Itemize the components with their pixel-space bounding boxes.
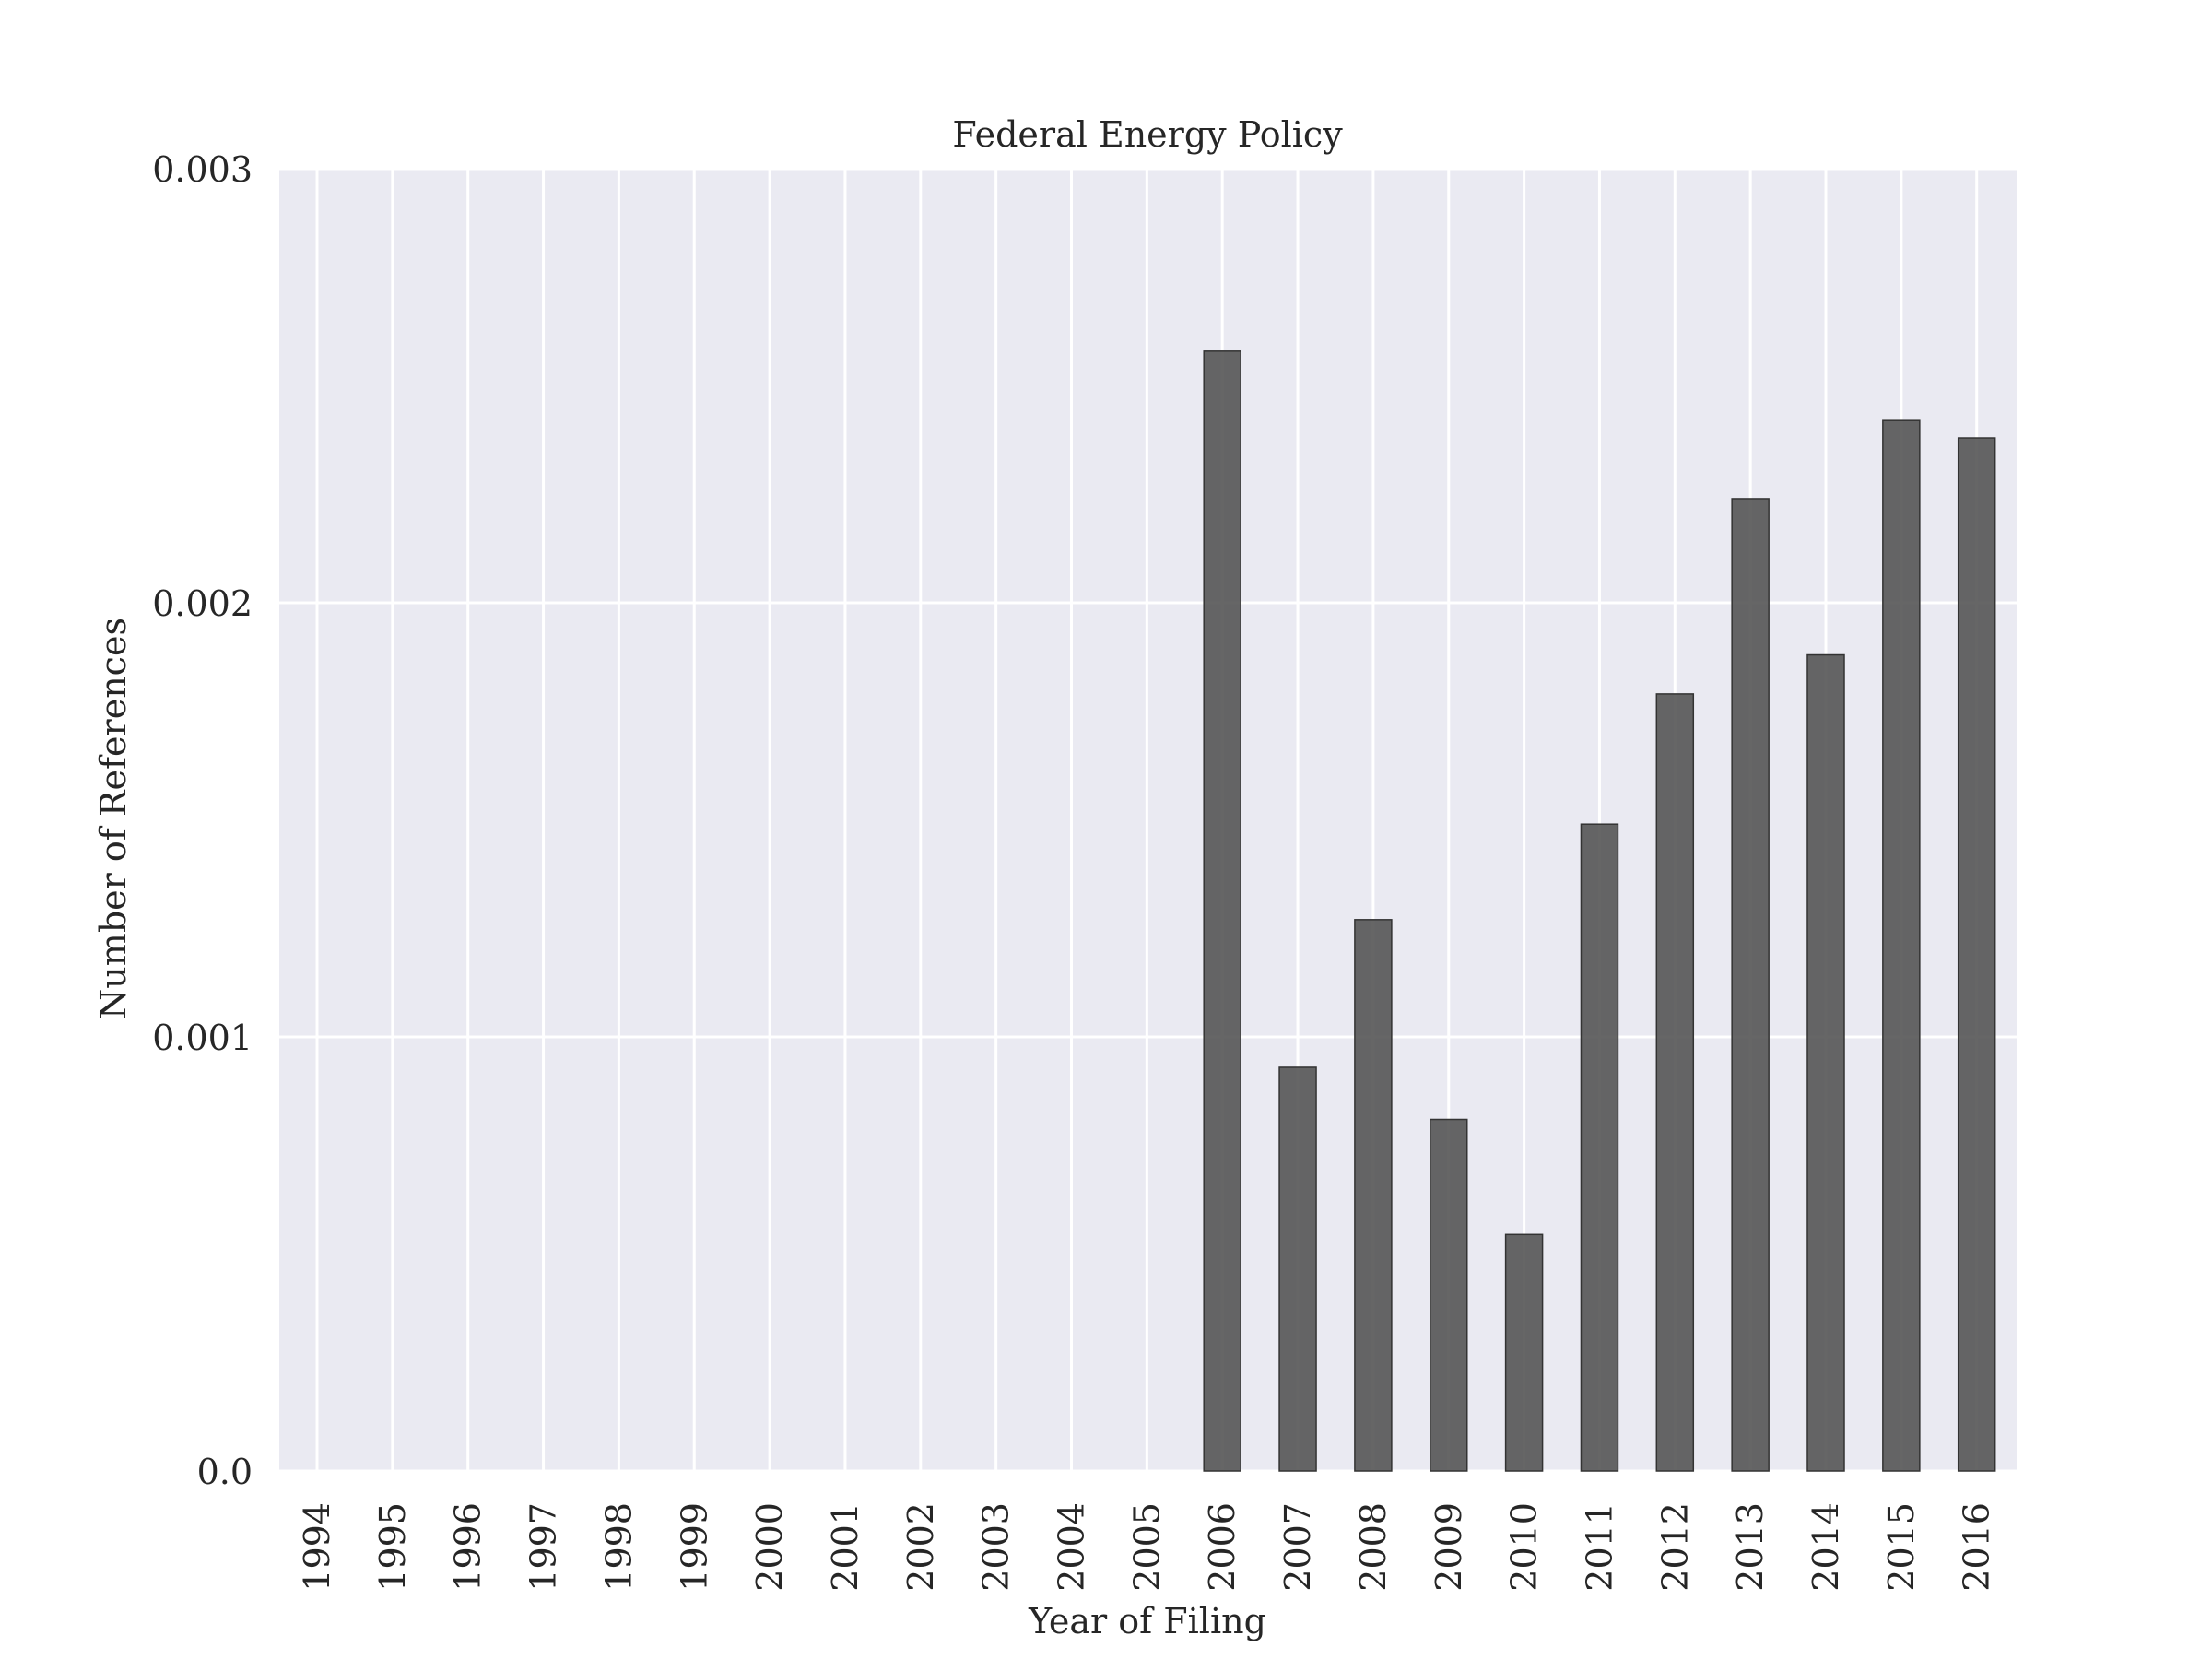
x-axis-label: Year of Filing xyxy=(1028,1601,1266,1641)
y-tick-label: 0.0 xyxy=(197,1452,253,1492)
bar-2016 xyxy=(1957,437,1996,1472)
x-tick-label: 2004 xyxy=(1052,1502,1092,1592)
bars xyxy=(1203,350,1996,1472)
x-tick-label: 2006 xyxy=(1202,1502,1242,1592)
x-tick-label: 2000 xyxy=(749,1502,790,1592)
bar-2014 xyxy=(1806,653,1845,1472)
bar-2013 xyxy=(1731,498,1770,1472)
bar-2008 xyxy=(1354,919,1393,1472)
x-tick-label: 1998 xyxy=(598,1502,639,1592)
x-tick-label: 2001 xyxy=(825,1502,865,1592)
y-axis-label: Number of References xyxy=(93,618,134,1019)
x-tick-label: 1997 xyxy=(524,1502,564,1592)
x-tick-label: 2002 xyxy=(900,1502,941,1592)
x-tick-label: 2009 xyxy=(1429,1502,1469,1592)
x-tick-label: 2016 xyxy=(1957,1502,1997,1592)
bar-2011 xyxy=(1580,823,1619,1472)
x-tick-label: 1995 xyxy=(372,1502,413,1592)
x-tick-label: 2005 xyxy=(1126,1502,1167,1592)
x-tick-label: 1996 xyxy=(448,1502,488,1592)
x-tick-label: 2003 xyxy=(976,1502,1017,1592)
x-tick-label: 2007 xyxy=(1277,1502,1318,1592)
x-tick-label: 2014 xyxy=(1806,1502,1846,1592)
chart-title: Federal Energy Policy xyxy=(952,114,1343,155)
y-tick-label: 0.002 xyxy=(152,583,253,624)
bar-2015 xyxy=(1882,419,1921,1472)
bar-2006 xyxy=(1203,350,1241,1472)
x-tick-label: 2008 xyxy=(1353,1502,1394,1592)
y-tick-labels: 0.0 0.001 0.002 0.003 xyxy=(152,149,253,1492)
x-tick-label: 1994 xyxy=(297,1502,337,1592)
bar-2012 xyxy=(1655,693,1695,1472)
bar-2010 xyxy=(1504,1233,1544,1472)
x-tick-label: 2010 xyxy=(1504,1502,1545,1592)
x-tick-label: 2015 xyxy=(1881,1502,1922,1592)
x-tick-label: 2012 xyxy=(1654,1502,1695,1592)
x-tick-label: 2013 xyxy=(1730,1502,1771,1592)
y-tick-label: 0.001 xyxy=(152,1018,253,1058)
x-tick-label: 1999 xyxy=(674,1502,714,1592)
x-tick-label: 2011 xyxy=(1579,1502,1619,1592)
bar-2009 xyxy=(1430,1118,1468,1472)
x-tick-labels: 1994 1995 1996 1997 1998 1999 2000 2001 2002 2003… xyxy=(297,1502,1997,1592)
bar-2007 xyxy=(1278,1066,1317,1472)
y-tick-label: 0.003 xyxy=(152,149,253,190)
